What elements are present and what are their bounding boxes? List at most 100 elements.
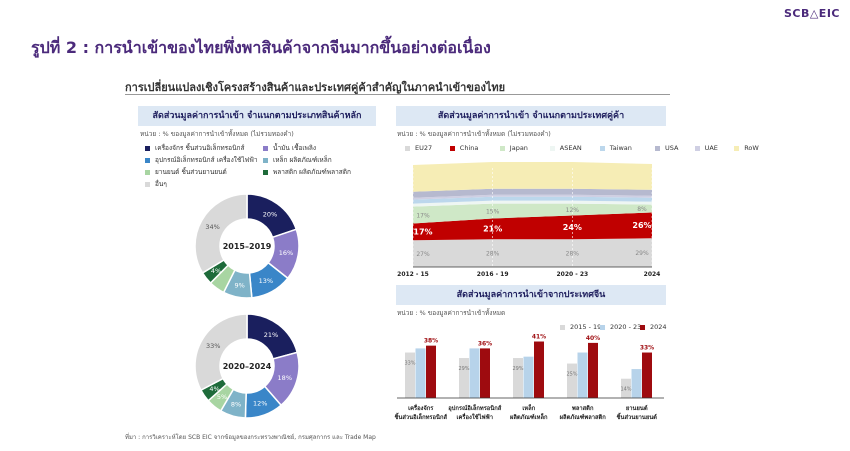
unit-note-china: หน่วย : % ของมูลค่าการนำเข้าทั้งหมด [397, 309, 506, 317]
pie-legend-item: อื่นๆ [145, 179, 167, 189]
divider [125, 94, 670, 95]
donut-value-label: 33% [206, 342, 220, 350]
page-title: รูปที่ 2 : การนำเข้าของไทยพึ่งพาสินค้าจา… [31, 38, 491, 57]
legend-label: RoW [744, 144, 759, 152]
area-legend-item: UAE [694, 144, 718, 152]
area-legend-item: Japan [499, 144, 528, 152]
legend-label: ยานยนต์ ชิ้นส่วนยานยนต์ [155, 168, 227, 176]
legend-label: 2024 [650, 323, 667, 331]
area-data-label: 24% [563, 223, 582, 232]
area-x-tick-label: 2016 - 19 [477, 271, 509, 278]
area-series-taiwan [413, 196, 652, 204]
area-data-label: 28% [566, 251, 580, 258]
bar-legend-item: 2024 [640, 323, 667, 331]
bar [415, 348, 426, 398]
area-data-label: 17% [416, 213, 430, 220]
legend-swatch [655, 145, 660, 151]
legend-swatch [599, 145, 605, 151]
bar-value-label: 29% [512, 366, 523, 372]
legend-label: EU27 [415, 144, 433, 152]
donut-value-label: 4% [211, 267, 221, 275]
bar [405, 352, 415, 398]
donut-value-label: 21% [264, 331, 278, 339]
donut-value-label: 4% [209, 385, 219, 393]
bar-category-label: ยานยนต์ [626, 404, 648, 412]
legend-swatch [600, 324, 605, 330]
legend-swatch [263, 145, 268, 151]
area-data-label: 26% [632, 221, 651, 230]
brand-logo: SCB△EIC [783, 7, 840, 20]
area-legend-item: USA [655, 144, 678, 152]
area-data-label: 17% [413, 227, 432, 236]
area-legend-item: Taiwan [599, 144, 632, 152]
area-data-label: 8% [637, 206, 647, 213]
legend-label: เครื่องจักร ชิ้นส่วนอิเล็กทรอนิกส์ [155, 144, 245, 152]
bar-value-label: 33% [640, 345, 654, 352]
area-data-label: 21% [483, 224, 502, 233]
bar [523, 356, 534, 398]
legend-label: 2020 - 23 [610, 323, 642, 331]
unit-note-product: หน่วย : % ของมูลค่าการนำเข้าทั้งหมด (ไม่… [140, 130, 294, 138]
donut-value-label: 18% [278, 374, 292, 382]
area-data-label: 29% [635, 250, 649, 257]
legend-label: ASEAN [559, 144, 582, 152]
legend-swatch [499, 145, 505, 151]
legend-swatch [549, 145, 555, 151]
bar [621, 378, 631, 398]
bar-legend-item: 2015 - 19 [560, 323, 601, 331]
bar-value-label: 38% [424, 338, 438, 345]
donut-value-label: 12% [253, 400, 267, 408]
donut-value-label: 9% [235, 281, 245, 289]
bar-category-label: เครื่องใช้ไฟฟ้า [457, 412, 493, 421]
legend-label: อุปกรณ์อิเล็กทรอนิกส์ เครื่องใช้ไฟฟ้า [155, 156, 258, 164]
pie-legend-item: อุปกรณ์อิเล็กทรอนิกส์ เครื่องใช้ไฟฟ้า [145, 155, 257, 165]
area-series-japan [413, 203, 652, 224]
bar [480, 348, 490, 398]
legend-swatch [145, 169, 150, 175]
area-x-tick-label: 2020 - 23 [556, 271, 588, 278]
panel-header-product: สัดส่วนมูลค่าการนำเข้า จำแนกตามประเภทสิน… [138, 106, 376, 126]
pie-legend-item: เครื่องจักร ชิ้นส่วนอิเล็กทรอนิกส์ [145, 143, 244, 153]
bar-value-label: 29% [458, 366, 469, 372]
panel-header-partner: สัดส่วนมูลค่าการนำเข้า จำแนกตามประเทศคู่… [396, 106, 666, 126]
area-x-tick-label: 2012 - 15 [397, 271, 429, 278]
area-legend-item: RoW [734, 144, 759, 152]
figure-subtitle: การเปลี่ยนแปลงเชิงโครงสร้างสินค้าและประเ… [125, 81, 506, 94]
donut-center-label: 2015–2019 [223, 242, 272, 251]
bar-category-label: ชิ้นส่วนยานยนต์ [616, 412, 657, 421]
legend-label: Taiwan [609, 144, 632, 152]
bar [588, 342, 598, 398]
pie-legend-item: เหล็ก ผลิตภัณฑ์เหล็ก [263, 155, 332, 165]
bar [426, 345, 436, 398]
bar-category-label: พลาสติก [572, 404, 594, 412]
donut-value-label: 16% [279, 249, 293, 257]
legend-label: พลาสติก ผลิตภัณฑ์พลาสติก [273, 168, 351, 176]
bar-category-label: ผลิตภัณฑ์เหล็ก [510, 412, 548, 421]
legend-swatch [449, 145, 455, 151]
panel-header-china: สัดส่วนมูลค่าการนำเข้าจากประเทศจีน [396, 285, 666, 305]
area-data-label: 15% [486, 209, 500, 216]
area-legend-item: EU27 [405, 144, 432, 152]
bar [513, 358, 523, 398]
area-x-tick-label: 2024 [644, 271, 661, 278]
area-legend: EU27 China Japan ASEAN Taiwan USA UAE RoW [405, 144, 759, 154]
bar-category-label: อุปกรณ์อิเล็กทรอนิกส์ [448, 403, 502, 412]
legend-swatch [560, 324, 565, 330]
bar-category-label: ผลิตภัณฑ์พลาสติก [560, 413, 607, 421]
legend-label: เหล็ก ผลิตภัณฑ์เหล็ก [273, 156, 332, 164]
donut-value-label: 8% [231, 400, 241, 408]
donut-value-label: 20% [263, 210, 277, 218]
donut-value-label: 34% [205, 223, 219, 231]
donut-value-label: 13% [259, 277, 273, 285]
legend-label: USA [665, 144, 679, 152]
legend-swatch [145, 145, 150, 151]
bar-category-label: ชิ้นส่วนอิเล็กทรอนิกส์ [394, 412, 447, 421]
bar-value-label: 33% [404, 361, 415, 367]
area-series-uae [413, 194, 652, 200]
area-series-eu27 [413, 238, 652, 267]
bar [642, 352, 652, 398]
legend-label: Japan [509, 144, 528, 152]
pie-legend: เครื่องจักร ชิ้นส่วนอิเล็กทรอนิกส์ น้ำมัน… [145, 143, 375, 193]
